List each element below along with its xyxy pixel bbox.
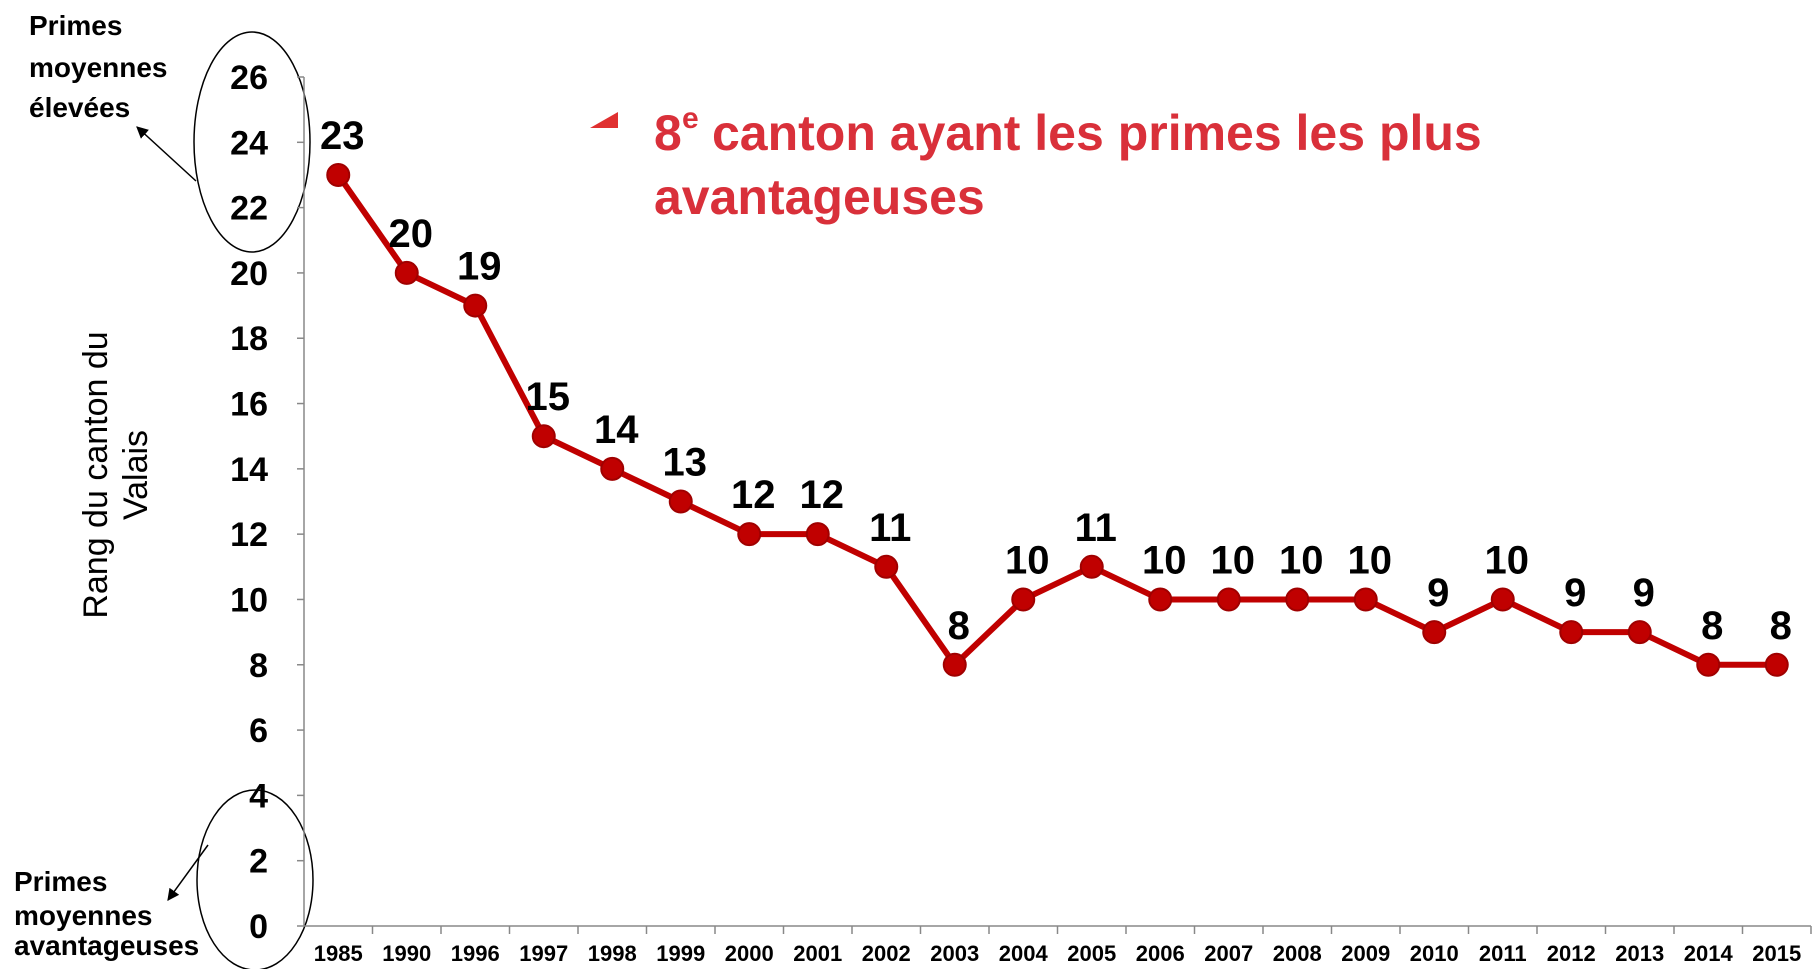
- x-tick-label: 2011: [1479, 941, 1527, 966]
- data-label: 15: [526, 375, 571, 419]
- point: [1559, 620, 1584, 645]
- x-tick-label: 2015: [1752, 941, 1801, 966]
- data-label: 20: [389, 212, 434, 256]
- x-tick-label: 1998: [588, 941, 637, 966]
- note: moyennes: [29, 52, 168, 83]
- x-tick-label: 2010: [1410, 941, 1459, 966]
- x-tick-label: 2003: [930, 941, 979, 966]
- y-axis-label: Rang du canton du: [77, 331, 115, 618]
- point: [805, 522, 830, 547]
- note: élevées: [29, 92, 130, 123]
- point: [1216, 587, 1241, 612]
- point: [1079, 554, 1104, 579]
- data-label: 11: [869, 506, 911, 550]
- y-tick-label: 16: [230, 386, 268, 424]
- x-tick-label: 2005: [1067, 941, 1116, 966]
- point: [1627, 620, 1652, 645]
- point: [531, 424, 556, 449]
- note: moyennes: [14, 900, 153, 931]
- x-tick-label: 1999: [656, 941, 705, 966]
- x-tick-label: 2008: [1273, 941, 1322, 966]
- bullet: [590, 112, 618, 128]
- point: [737, 522, 762, 547]
- highlight-ellipse: [193, 31, 311, 253]
- data-label: 9: [1564, 571, 1586, 615]
- highlight-ellipse: [196, 789, 314, 969]
- data-label: 13: [663, 441, 708, 485]
- data-label: 10: [1348, 538, 1393, 582]
- data-label: 9: [1427, 571, 1449, 615]
- x-tick-label: 2006: [1136, 941, 1185, 966]
- point: [463, 293, 488, 318]
- data-label: 11: [1075, 506, 1117, 550]
- y-axis-label: Valais: [117, 430, 155, 520]
- point: [1490, 587, 1515, 612]
- data-label: 8: [1770, 604, 1792, 648]
- data-label: 23: [320, 114, 365, 158]
- x-tick-label: 2013: [1615, 941, 1664, 966]
- data-label: 14: [594, 408, 639, 452]
- annotation: 8: [654, 105, 682, 161]
- data-label: 8: [948, 604, 970, 648]
- point: [1696, 652, 1721, 677]
- x-tick-label: 1996: [451, 941, 500, 966]
- data-label: 19: [457, 245, 502, 289]
- arrow: [136, 126, 197, 182]
- point: [1285, 587, 1310, 612]
- point: [600, 456, 625, 481]
- y-tick-label: 20: [230, 255, 268, 293]
- y-tick-label: 14: [230, 451, 268, 489]
- point: [1011, 587, 1036, 612]
- x-tick-label: 2012: [1547, 941, 1596, 966]
- y-tick-label: 24: [230, 124, 268, 162]
- x-tick-label: 2002: [862, 941, 911, 966]
- data-label: 10: [1211, 538, 1256, 582]
- point: [1353, 587, 1378, 612]
- point: [1422, 620, 1447, 645]
- y-tick-label: 0: [249, 908, 268, 946]
- data-label: 10: [1279, 538, 1324, 582]
- annotation: e: [682, 102, 699, 135]
- data-label: 10: [1142, 538, 1187, 582]
- y-tick-label: 10: [230, 581, 268, 619]
- point: [1148, 587, 1173, 612]
- arrow: [167, 844, 209, 901]
- point: [942, 652, 967, 677]
- y-tick-label: 12: [230, 516, 268, 554]
- y-tick-label: 4: [249, 777, 268, 815]
- point: [326, 162, 351, 187]
- note: avantageuses: [14, 930, 199, 961]
- data-label: 10: [1005, 538, 1050, 582]
- x-tick-label: 1997: [519, 941, 568, 966]
- data-label: 12: [800, 473, 845, 517]
- x-tick-label: 2004: [999, 941, 1049, 966]
- x-tick-label: 2000: [725, 941, 774, 966]
- annotation: avantageuses: [654, 169, 985, 225]
- x-tick-label: 2007: [1204, 941, 1253, 966]
- point: [874, 554, 899, 579]
- note: Primes: [14, 866, 107, 897]
- line: [335, 173, 1777, 668]
- x-tick-label: 2014: [1684, 941, 1734, 966]
- y-tick-label: 18: [230, 320, 268, 358]
- x-tick-label: 1985: [314, 941, 363, 966]
- data-label: 12: [731, 473, 776, 517]
- data-label: 8: [1701, 604, 1723, 648]
- x-tick-label: 1990: [382, 941, 431, 966]
- data-label: 10: [1485, 538, 1530, 582]
- y-tick-label: 26: [230, 59, 268, 97]
- y-tick-label: 8: [249, 647, 268, 685]
- point: [1764, 652, 1789, 677]
- data-label: 9: [1633, 571, 1655, 615]
- x-tick-label: 2001: [793, 941, 842, 966]
- x-tick-label: 2009: [1341, 941, 1390, 966]
- y-tick-label: 22: [230, 190, 268, 228]
- annotation: canton ayant les primes les plus: [712, 105, 1482, 161]
- y-tick-label: 6: [249, 712, 268, 750]
- y-tick-label: 2: [249, 843, 268, 881]
- point: [668, 489, 693, 514]
- point: [394, 260, 419, 285]
- note: Primes: [29, 10, 122, 41]
